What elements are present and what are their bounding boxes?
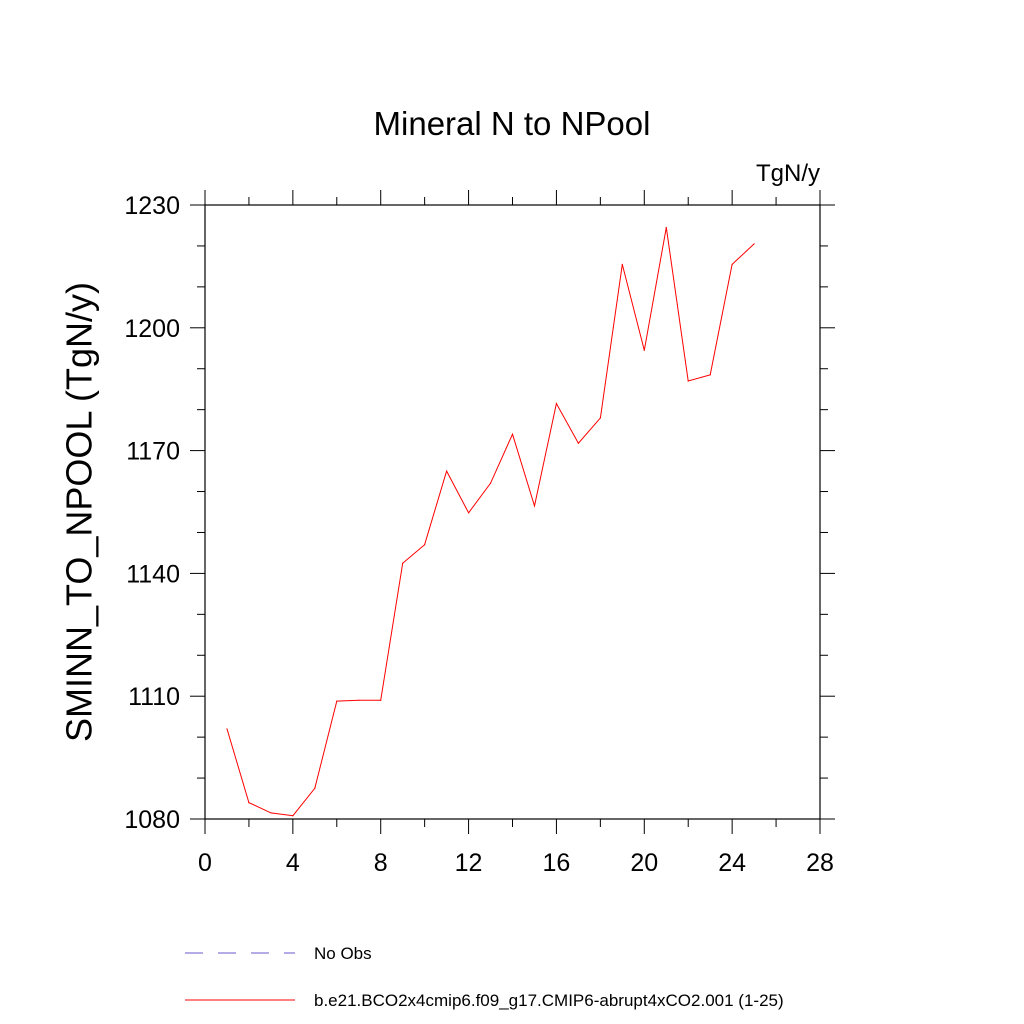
data-point [380,699,382,701]
data-point [336,700,338,702]
data-point [621,263,623,265]
data-point [599,417,601,419]
data-point [533,505,536,507]
x-tick-label: 8 [374,849,388,877]
y-tick-label: 1110 [128,683,180,711]
data-point [467,512,470,514]
data-point [248,802,250,804]
series-line-0 [226,227,755,817]
data-point [314,787,316,789]
chart-title: Mineral N to NPool [374,105,651,142]
series-group [226,226,755,817]
data-point [577,442,579,444]
y-axis-label: SMINN_TO_NPOOL (TgN/y) [59,282,100,742]
data-point [511,433,514,435]
x-tick-label: 28 [806,849,834,877]
plot-frame [204,204,821,820]
data-point [446,470,448,472]
units-label: TgN/y [756,160,820,187]
x-tick-label: 20 [630,849,658,877]
data-point [402,562,404,564]
x-tick-label: 24 [718,849,746,877]
data-point [687,380,689,382]
data-point [731,263,733,265]
y-tick-label: 1230 [124,192,180,220]
y-tick-label: 1140 [126,560,180,588]
data-point [292,815,294,817]
data-point [555,402,558,405]
data-point [643,349,645,351]
data-point [358,699,360,701]
y-tick-label: 1170 [126,438,180,466]
legend: No Obs b.e21.BCO2x4cmip6.f09_g17.CMIP6-a… [185,944,784,1010]
x-tick-label: 0 [198,849,212,877]
data-point [665,226,667,229]
data-point [753,243,755,245]
data-point [489,482,492,484]
y-tick-label: 1080 [124,806,180,834]
data-point [226,728,228,730]
x-tick-label: 16 [543,849,571,877]
x-tick-label: 12 [455,849,483,877]
tick-labels: 0 4 8 12 16 20 24 28 1080 1110 1140 1170 1200 1230 [124,192,834,877]
legend-label-no-obs: No Obs [314,944,372,963]
data-point [424,544,426,546]
x-tick-label: 4 [286,849,300,877]
legend-label-model: b.e21.BCO2x4cmip6.f09_g17.CMIP6-abrupt4x… [314,991,784,1010]
data-point [709,374,711,376]
axis-ticks [190,190,835,834]
data-point [270,812,272,814]
y-tick-label: 1200 [124,315,180,343]
